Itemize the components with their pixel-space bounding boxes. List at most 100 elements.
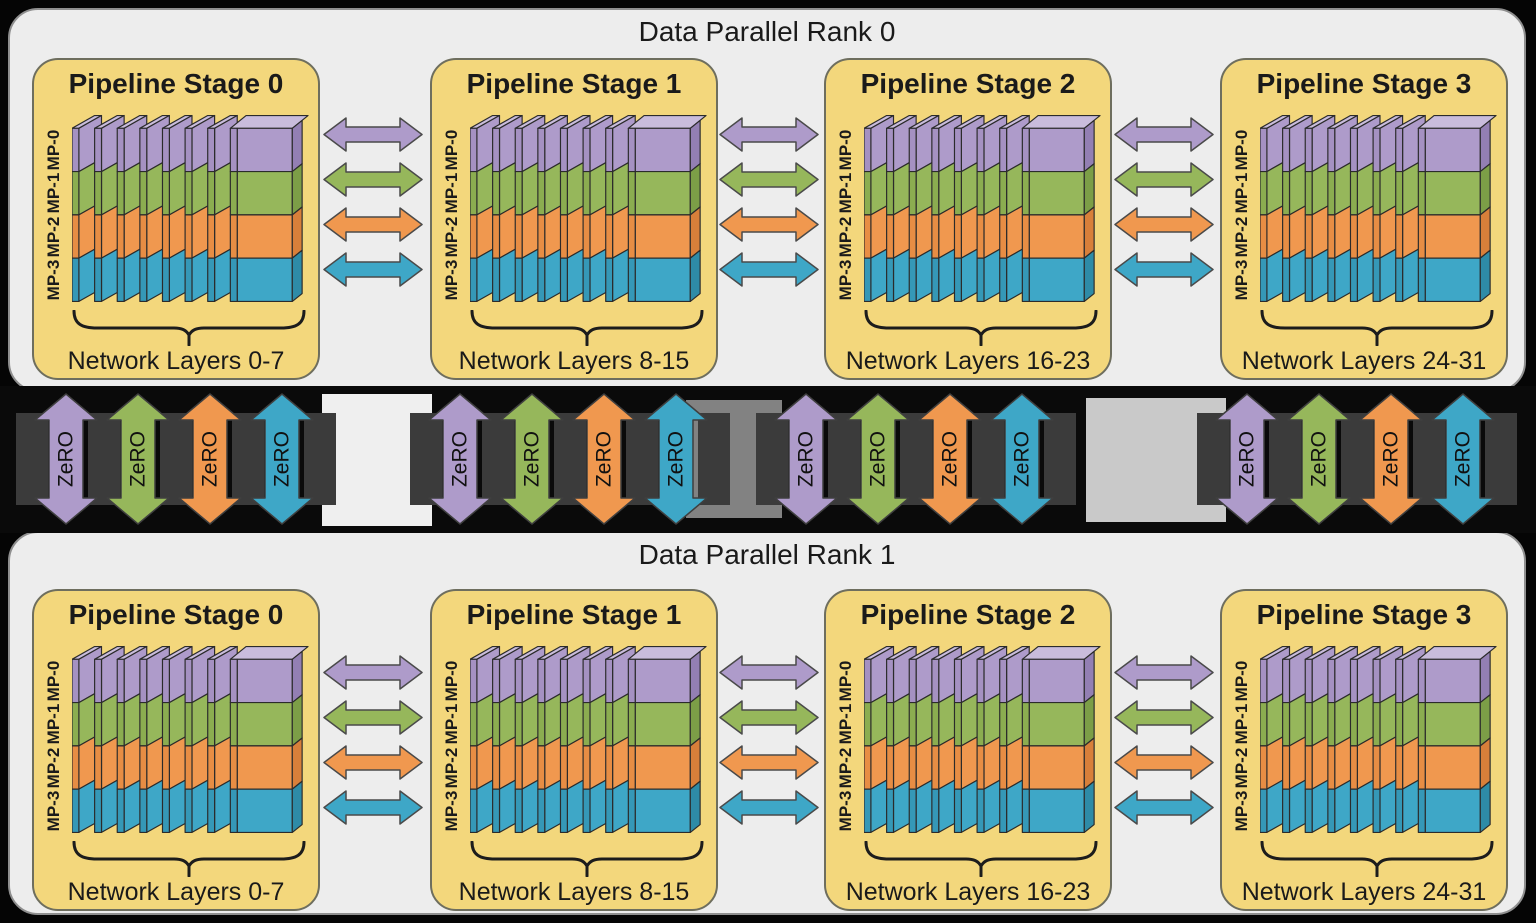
- zero-arrow-group: ZeRO ZeRO ZeRO ZeRO: [756, 393, 1076, 525]
- zero-arrow: ZeRO: [178, 393, 242, 525]
- network-layers-label: Network Layers 8-15: [458, 347, 690, 375]
- zero-arrow: ZeRO: [500, 393, 564, 525]
- stage-title: Pipeline Stage 1: [466, 599, 682, 630]
- svg-text:ZeRO: ZeRO: [1380, 431, 1403, 487]
- zero-arrow-group: ZeRO ZeRO ZeRO ZeRO: [16, 393, 336, 525]
- network-layers-label: Network Layers 24-31: [1241, 878, 1487, 906]
- band-dark-bar: [756, 413, 788, 505]
- rank-title: Data Parallel Rank 0: [638, 16, 896, 47]
- zero-arrow-group: ZeRO ZeRO ZeRO ZeRO: [410, 393, 730, 525]
- pipeline-stage-box: Pipeline Stage 2 MP-0 MP-1 MP-2 MP-3 Networ…: [824, 589, 1112, 911]
- zero-arrow: ZeRO: [644, 393, 708, 525]
- band-dark-bar: [1485, 413, 1517, 505]
- data-parallel-rank-0: Data Parallel Rank 0 Pipeline Stage 0 MP…: [8, 8, 1526, 392]
- underbrace: [862, 309, 1100, 347]
- zero-arrow: ZeRO: [990, 393, 1054, 525]
- pipeline-comm-arrow: [719, 162, 819, 197]
- band-dark-bar: [1413, 413, 1445, 505]
- underbrace: [468, 309, 706, 347]
- zero-arrow: ZeRO: [34, 393, 98, 525]
- band-dark-bar: [232, 413, 264, 505]
- svg-text:ZeRO: ZeRO: [1011, 431, 1034, 487]
- stage-title: Pipeline Stage 1: [466, 68, 682, 99]
- stage-title: Pipeline Stage 3: [1256, 599, 1472, 630]
- pipeline-comm-arrow: [1114, 655, 1214, 690]
- svg-text:ZeRO: ZeRO: [449, 431, 472, 487]
- layer-stack: [71, 639, 310, 837]
- pipeline-comm-arrow-column: [323, 117, 423, 287]
- band-dark-bar: [1044, 413, 1076, 505]
- mp-label: MP-3: [1232, 790, 1251, 832]
- zero-arrow: ZeRO: [250, 393, 314, 525]
- svg-text:ZeRO: ZeRO: [521, 431, 544, 487]
- pipeline-comm-arrow: [323, 790, 423, 825]
- pipeline-comm-arrow: [719, 117, 819, 152]
- zero-arrow: ZeRO: [106, 393, 170, 525]
- pipeline-comm-arrow: [1114, 207, 1214, 242]
- mp-label: MP-3: [1232, 259, 1251, 301]
- pipeline-comm-arrow-column: [719, 117, 819, 287]
- underbrace: [468, 840, 706, 878]
- svg-text:ZeRO: ZeRO: [867, 431, 890, 487]
- network-layers-label: Network Layers 0-7: [67, 347, 285, 375]
- pipeline-comm-arrow: [323, 252, 423, 287]
- band-dark-bar: [1197, 413, 1229, 505]
- pipeline-stage-box: Pipeline Stage 2 MP-0 MP-1 MP-2 MP-3 Networ…: [824, 58, 1112, 380]
- band-dark-bar: [16, 413, 48, 505]
- layer-stack: [469, 108, 708, 306]
- pipeline-comm-arrow: [719, 745, 819, 780]
- network-layers-label: Network Layers 0-7: [67, 878, 285, 906]
- svg-text:ZeRO: ZeRO: [271, 431, 294, 487]
- svg-text:ZeRO: ZeRO: [593, 431, 616, 487]
- pipeline-stage-box: Pipeline Stage 1 MP-0 MP-1 MP-2 MP-3 Networ…: [430, 58, 718, 380]
- pipeline-comm-arrow: [323, 745, 423, 780]
- zero-arrow: ZeRO: [1431, 393, 1495, 525]
- underbrace: [70, 840, 308, 878]
- pipeline-comm-arrow: [1114, 162, 1214, 197]
- svg-text:ZeRO: ZeRO: [55, 431, 78, 487]
- network-layers-label: Network Layers 16-23: [845, 878, 1091, 906]
- stage-title: Pipeline Stage 2: [860, 68, 1076, 99]
- band-dark-bar: [410, 413, 442, 505]
- zero-arrow: ZeRO: [1215, 393, 1279, 525]
- pipeline-comm-arrow-column: [323, 655, 423, 825]
- rank-title: Data Parallel Rank 1: [638, 539, 896, 570]
- band-dark-bar: [554, 413, 586, 505]
- zero-arrow: ZeRO: [774, 393, 838, 525]
- zero-arrow: ZeRO: [1359, 393, 1423, 525]
- underbrace: [862, 840, 1100, 878]
- network-layers-label: Network Layers 24-31: [1241, 347, 1487, 375]
- pipeline-comm-arrow-column: [1114, 655, 1214, 825]
- pipeline-comm-arrow-column: [719, 655, 819, 825]
- band-dark-bar: [828, 413, 860, 505]
- underbrace: [1258, 309, 1496, 347]
- pipeline-comm-arrow: [323, 207, 423, 242]
- band-dark-bar: [304, 413, 336, 505]
- network-layers-label: Network Layers 16-23: [845, 347, 1091, 375]
- svg-text:ZeRO: ZeRO: [939, 431, 962, 487]
- zero-arrow: ZeRO: [1287, 393, 1351, 525]
- pipeline-stage-box: Pipeline Stage 1 MP-0 MP-1 MP-2 MP-3 Networ…: [430, 589, 718, 911]
- layer-stack: [863, 639, 1102, 837]
- pipeline-comm-arrow: [719, 790, 819, 825]
- pipeline-comm-arrow: [1114, 790, 1214, 825]
- stage-title: Pipeline Stage 0: [68, 599, 284, 630]
- band-dark-bar: [626, 413, 658, 505]
- pipeline-comm-arrow: [1114, 117, 1214, 152]
- svg-text:ZeRO: ZeRO: [665, 431, 688, 487]
- pipeline-comm-arrow: [719, 207, 819, 242]
- band-dark-bar: [160, 413, 192, 505]
- mp-label: MP-3: [836, 259, 855, 301]
- pipeline-comm-arrow-column: [1114, 117, 1214, 287]
- pipeline-stage-box: Pipeline Stage 3 MP-0 MP-1 MP-2 MP-3 Networ…: [1220, 58, 1508, 380]
- pipeline-comm-arrow: [719, 252, 819, 287]
- band-dark-bar: [1341, 413, 1373, 505]
- network-layers-label: Network Layers 8-15: [458, 878, 690, 906]
- svg-text:ZeRO: ZeRO: [795, 431, 818, 487]
- pipeline-comm-arrow: [1114, 745, 1214, 780]
- band-dark-bar: [88, 413, 120, 505]
- pipeline-comm-arrow: [323, 117, 423, 152]
- band-dark-bar: [972, 413, 1004, 505]
- pipeline-comm-arrow: [719, 655, 819, 690]
